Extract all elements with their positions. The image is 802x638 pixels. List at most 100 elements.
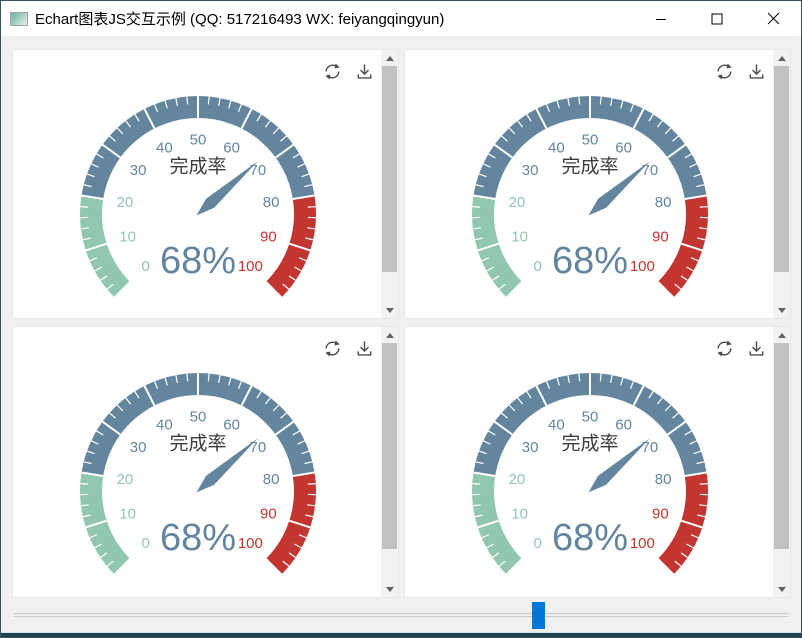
taskbar-strip — [1, 632, 801, 637]
scroll-down-button[interactable] — [381, 581, 398, 597]
svg-text:70: 70 — [250, 439, 267, 456]
svg-text:30: 30 — [522, 162, 539, 179]
svg-text:80: 80 — [263, 194, 280, 211]
gauge-chart: 0 10 20 30 40 50 60 70 80 90 100 完成率 68% — [80, 373, 316, 576]
download-button[interactable] — [355, 339, 374, 358]
gauge-chart: 0 10 20 30 40 50 60 70 80 90 100 完成率 68% — [472, 373, 708, 576]
svg-text:60: 60 — [223, 417, 240, 434]
scroll-down-button[interactable] — [381, 302, 398, 318]
scrollbar-thumb[interactable] — [382, 66, 397, 272]
scroll-up-icon — [777, 332, 786, 338]
scroll-up-icon — [385, 55, 394, 61]
close-icon — [767, 12, 779, 25]
scroll-down-icon — [385, 586, 394, 592]
svg-text:10: 10 — [119, 505, 136, 522]
svg-text:80: 80 — [655, 471, 672, 488]
svg-text:20: 20 — [117, 471, 134, 488]
scroll-down-icon — [777, 307, 786, 313]
download-icon — [749, 64, 764, 79]
svg-text:20: 20 — [509, 471, 526, 488]
window-controls — [633, 1, 801, 36]
svg-text:完成率: 完成率 — [561, 433, 618, 455]
download-button[interactable] — [355, 62, 374, 81]
scrollbar-thumb[interactable] — [774, 66, 789, 272]
svg-text:100: 100 — [238, 535, 263, 552]
svg-text:10: 10 — [511, 505, 528, 522]
refresh-button[interactable] — [323, 62, 342, 81]
scroll-down-icon — [777, 586, 786, 592]
slider-thumb[interactable] — [532, 602, 545, 629]
scrollbar-thumb[interactable] — [774, 343, 789, 549]
svg-text:0: 0 — [141, 258, 149, 275]
window-titlebar: Echart图表JS交互示例 (QQ: 517216493 WX: feiyan… — [1, 1, 801, 36]
svg-text:90: 90 — [260, 228, 277, 245]
chart-panel: 0 10 20 30 40 50 60 70 80 90 100 完成率 68% — [404, 326, 791, 598]
scrollbar-track[interactable] — [381, 66, 398, 302]
scroll-up-button[interactable] — [773, 50, 790, 66]
svg-text:0: 0 — [533, 258, 541, 275]
svg-text:50: 50 — [190, 409, 207, 426]
vertical-scrollbar[interactable] — [773, 50, 790, 318]
scroll-up-button[interactable] — [381, 327, 398, 343]
svg-text:0: 0 — [533, 535, 541, 552]
svg-text:80: 80 — [655, 194, 672, 211]
svg-text:60: 60 — [615, 417, 632, 434]
scroll-up-icon — [385, 332, 394, 338]
svg-text:50: 50 — [190, 132, 207, 149]
scrollbar-track[interactable] — [773, 66, 790, 302]
slider-track[interactable] — [14, 613, 788, 617]
minimize-button[interactable] — [633, 1, 689, 36]
close-button[interactable] — [745, 1, 801, 36]
svg-text:90: 90 — [652, 228, 669, 245]
svg-text:40: 40 — [156, 140, 173, 157]
download-icon — [357, 341, 372, 356]
svg-text:60: 60 — [223, 140, 240, 157]
svg-text:50: 50 — [582, 409, 599, 426]
minimize-icon — [656, 18, 666, 20]
scroll-down-button[interactable] — [773, 302, 790, 318]
svg-text:100: 100 — [238, 258, 263, 275]
svg-text:30: 30 — [130, 162, 147, 179]
horizontal-slider[interactable] — [1, 598, 801, 633]
refresh-button[interactable] — [715, 62, 734, 81]
download-button[interactable] — [747, 339, 766, 358]
scroll-up-icon — [777, 55, 786, 61]
svg-text:68%: 68% — [552, 240, 628, 282]
svg-text:90: 90 — [652, 505, 669, 522]
scroll-up-button[interactable] — [773, 327, 790, 343]
scroll-down-icon — [385, 307, 394, 313]
svg-text:40: 40 — [156, 417, 173, 434]
refresh-button[interactable] — [715, 339, 734, 358]
scroll-up-button[interactable] — [381, 50, 398, 66]
scroll-down-button[interactable] — [773, 581, 790, 597]
refresh-button[interactable] — [323, 339, 342, 358]
window-title: Echart图表JS交互示例 (QQ: 517216493 WX: feiyan… — [35, 11, 445, 28]
maximize-button[interactable] — [689, 1, 745, 36]
svg-text:90: 90 — [260, 505, 277, 522]
refresh-icon — [325, 340, 340, 357]
scrollbar-track[interactable] — [773, 343, 790, 581]
svg-text:完成率: 完成率 — [561, 156, 618, 178]
scrollbar-thumb[interactable] — [382, 343, 397, 549]
svg-text:80: 80 — [263, 471, 280, 488]
svg-text:10: 10 — [511, 228, 528, 245]
maximize-icon — [711, 13, 723, 24]
vertical-scrollbar[interactable] — [381, 50, 398, 318]
refresh-icon — [717, 63, 732, 80]
scrollbar-track[interactable] — [381, 343, 398, 581]
gauge-chart: 0 10 20 30 40 50 60 70 80 90 100 完成率 68% — [80, 96, 316, 299]
svg-text:70: 70 — [642, 439, 659, 456]
vertical-scrollbar[interactable] — [381, 327, 398, 597]
vertical-scrollbar[interactable] — [773, 327, 790, 597]
panel-toolbar — [715, 62, 766, 81]
svg-text:30: 30 — [130, 439, 147, 456]
refresh-icon — [717, 340, 732, 357]
svg-text:100: 100 — [630, 258, 655, 275]
gauge-chart: 0 10 20 30 40 50 60 70 80 90 100 完成率 68% — [472, 96, 708, 299]
download-button[interactable] — [747, 62, 766, 81]
svg-text:40: 40 — [548, 417, 565, 434]
svg-text:68%: 68% — [160, 240, 236, 282]
svg-text:68%: 68% — [552, 517, 628, 559]
svg-text:20: 20 — [509, 194, 526, 211]
